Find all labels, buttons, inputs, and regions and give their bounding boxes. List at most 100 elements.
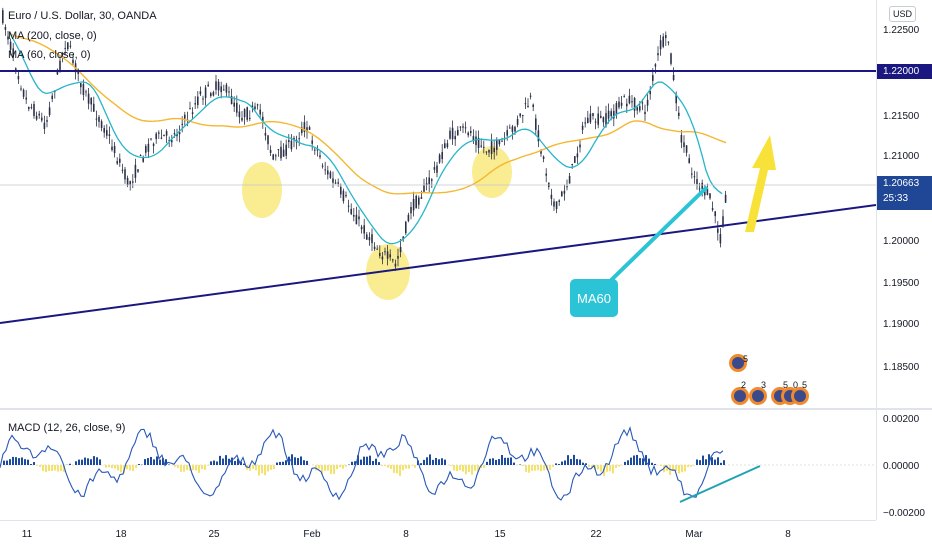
macd-hist-bar	[420, 463, 422, 465]
candle-body	[452, 128, 454, 139]
macd-hist-bar	[114, 465, 116, 469]
event-count: 5	[743, 354, 748, 364]
candle-body	[137, 169, 139, 171]
macd-hist-bar	[558, 464, 560, 465]
macd-hist-bar	[723, 460, 725, 465]
price-axis[interactable]: USD 1.22500 1.22000 1.21500 1.21000 1.20…	[876, 0, 932, 520]
macd-hist-bar	[285, 460, 287, 465]
candle-body	[226, 85, 228, 93]
macd-hist-bar	[117, 465, 119, 470]
candle-body	[652, 75, 654, 81]
candle-body	[158, 132, 160, 133]
macd-hist-bar	[345, 465, 347, 467]
macd-hist-bar	[429, 454, 431, 465]
price-tick: 1.21000	[883, 151, 919, 162]
candle-body	[166, 131, 168, 136]
currency-button[interactable]: USD	[889, 6, 916, 22]
candle-body	[678, 113, 680, 116]
ma200-legend[interactable]: MA (200, close, 0)	[8, 30, 97, 42]
candle-body	[369, 237, 371, 240]
macd-legend[interactable]: MACD (12, 26, close, 9)	[8, 422, 125, 434]
macd-hist-bar	[15, 457, 17, 465]
macd-hist-bar	[495, 460, 497, 465]
macd-hist-bar	[627, 460, 629, 465]
macd-hist-bar	[699, 460, 701, 465]
candle-body	[587, 118, 589, 123]
candle-body	[584, 122, 586, 123]
macd-hist-bar	[510, 457, 512, 465]
macd-hist-bar	[69, 464, 71, 465]
candle-body	[413, 199, 415, 210]
candle-body	[25, 98, 27, 100]
candle-body	[215, 81, 217, 90]
ma60-callout-line	[603, 187, 707, 288]
macd-chart-svg[interactable]	[0, 410, 876, 520]
event-icon[interactable]	[731, 387, 749, 405]
event-count: 5	[802, 380, 807, 390]
price-chart-svg[interactable]	[0, 0, 876, 407]
bar-countdown: 25:33	[883, 193, 932, 204]
candle-body	[392, 259, 394, 260]
macd-hist-bar	[282, 462, 284, 465]
macd-tick: 0.00200	[883, 414, 919, 425]
macd-hist-bar	[258, 465, 260, 476]
price-pane[interactable]	[0, 0, 876, 407]
candle-body	[236, 103, 238, 113]
ma60-legend[interactable]: MA (60, close, 0)	[8, 49, 91, 61]
macd-hist-bar	[90, 459, 92, 465]
candle-body	[395, 264, 397, 267]
macd-hist-bar	[36, 465, 38, 466]
candle-body	[405, 222, 407, 233]
candle-body	[571, 164, 573, 165]
macd-hist-bar	[450, 465, 452, 466]
candle-body	[488, 150, 490, 153]
candle-body	[545, 174, 547, 176]
macd-hist-bar	[423, 460, 425, 465]
price-tick: 1.19500	[883, 278, 919, 289]
candle-body	[623, 96, 625, 97]
macd-hist-bar	[378, 462, 380, 465]
macd-hist-bar	[333, 465, 335, 474]
symbol-legend[interactable]: Euro / U.S. Dollar, 30, OANDA	[8, 10, 157, 22]
candle-body	[181, 124, 183, 125]
candle-body	[626, 104, 628, 107]
candle-body	[132, 181, 134, 182]
macd-pane[interactable]	[0, 410, 876, 520]
macd-hist-bar	[486, 462, 488, 465]
macd-hist-bar	[18, 458, 20, 465]
candle-body	[327, 170, 329, 174]
macd-hist-bar	[570, 459, 572, 465]
candle-body	[514, 127, 516, 132]
time-tick: 25	[208, 529, 219, 540]
candle-body	[501, 141, 503, 142]
candle-body	[714, 211, 716, 216]
candle-body	[322, 166, 324, 167]
candle-body	[577, 153, 579, 157]
candle-body	[285, 145, 287, 156]
macd-hist-bar	[600, 465, 602, 472]
candle-body	[311, 140, 313, 143]
macd-hist-bar	[330, 465, 332, 474]
macd-hist-bar	[207, 465, 209, 466]
candle-body	[83, 84, 85, 95]
macd-hist-bar	[177, 465, 179, 468]
macd-hist-bar	[618, 465, 620, 467]
candle-body	[96, 119, 98, 120]
candle-body	[270, 150, 272, 153]
macd-hist-bar	[711, 457, 713, 465]
time-axis[interactable]: 11 18 25 Feb 8 15 22 Mar 8	[0, 520, 876, 551]
macd-hist-bar	[690, 465, 692, 467]
candle-body	[701, 183, 703, 189]
macd-hist-bar	[705, 459, 707, 465]
macd-hist-bar	[402, 465, 404, 470]
candle-body	[298, 138, 300, 139]
candle-body	[387, 251, 389, 258]
macd-hist-bar	[45, 465, 47, 472]
macd-hist-bar	[408, 465, 410, 469]
candle-body	[363, 225, 365, 233]
macd-hist-bar	[702, 456, 704, 465]
candle-body	[330, 172, 332, 178]
candle-body	[348, 206, 350, 207]
macd-hist-bar	[48, 465, 50, 471]
